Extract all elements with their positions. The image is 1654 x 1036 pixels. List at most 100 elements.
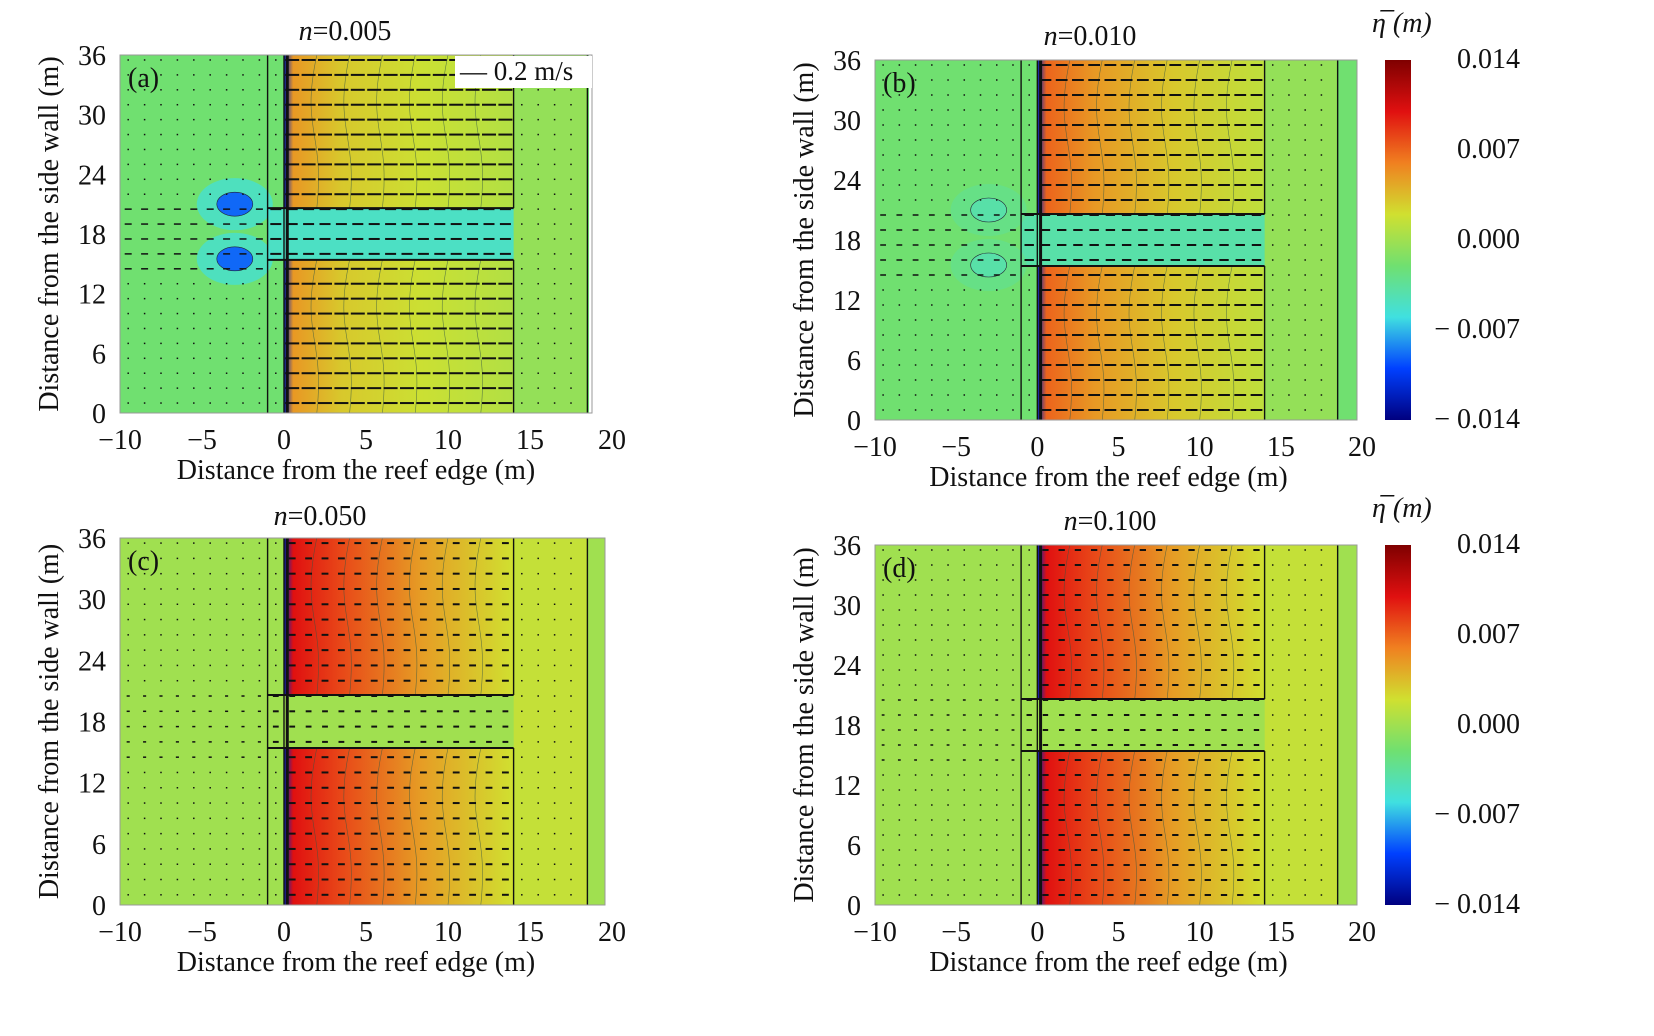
x-tick-label: 20 <box>1348 432 1376 463</box>
contour-line <box>310 55 319 209</box>
y-tick-label: 0 <box>847 891 861 922</box>
plot-frame <box>119 54 593 414</box>
title-value: =0.050 <box>288 501 367 532</box>
contour-line <box>343 55 352 209</box>
x-tick-label: −10 <box>853 917 897 948</box>
colorbar-tick-label: − 0.014 <box>1434 889 1520 920</box>
colorbar-label: η̅ (m) <box>1372 8 1432 39</box>
contour-line <box>310 747 319 905</box>
colorbar-tick-label: 0.014 <box>1457 529 1520 560</box>
plot-frame <box>874 544 1358 906</box>
title-variable: n <box>1064 506 1078 537</box>
colorbar-tick-label: 0.007 <box>1457 619 1520 650</box>
x-tick-label: 20 <box>1348 917 1376 948</box>
panel-label: (a) <box>128 63 159 94</box>
y-tick-label: 18 <box>78 708 106 739</box>
channel-region <box>1021 214 1265 266</box>
y-tick-label: 0 <box>92 891 106 922</box>
panel-label: (d) <box>883 553 916 584</box>
y-tick-label: 12 <box>78 280 106 311</box>
x-tick-label: 5 <box>1112 917 1126 948</box>
colorbar-tick-label: − 0.014 <box>1434 404 1520 435</box>
contour-line <box>1226 750 1235 905</box>
plot-frame <box>119 537 606 906</box>
x-tick-label: 15 <box>1267 432 1295 463</box>
plot-frame <box>874 59 1358 421</box>
x-tick-label: −5 <box>941 917 971 948</box>
y-tick-label: 0 <box>92 399 106 430</box>
contour-line <box>376 538 385 696</box>
colorbar <box>1385 545 1411 905</box>
colorbar-tick-label: 0.000 <box>1457 709 1520 740</box>
y-axis-label: Distance from the side wall (m) <box>34 544 65 899</box>
x-tick-label: −10 <box>853 432 897 463</box>
x-tick-label: 10 <box>434 917 462 948</box>
contour-line <box>441 55 451 209</box>
reef-flat-region <box>1264 545 1338 905</box>
x-tick-label: −5 <box>941 432 971 463</box>
reef-flat-region <box>1264 60 1338 420</box>
contour-line <box>441 747 451 905</box>
y-tick-label: 36 <box>78 41 106 72</box>
channel-region <box>1021 699 1265 751</box>
y-tick-label: 36 <box>833 46 861 77</box>
contour-line <box>1096 60 1105 215</box>
y-tick-label: 18 <box>833 226 861 257</box>
contour-line <box>1226 60 1235 215</box>
panel-c: −10 −5 0 5 10 15 20 0 6 12 18 24 30 36 Distance from t… <box>34 501 626 978</box>
contour-line <box>1063 545 1072 700</box>
x-tick-label: 5 <box>359 425 373 456</box>
upper-lagoon <box>284 538 514 695</box>
contour-line <box>409 538 418 696</box>
x-tick-label: 20 <box>598 425 626 456</box>
y-tick-label: 12 <box>78 769 106 800</box>
contour-line <box>1096 545 1105 700</box>
contour-line <box>1226 545 1235 700</box>
x-tick-label: 10 <box>1186 917 1214 948</box>
colorbar-tick-label: − 0.007 <box>1434 314 1520 345</box>
reef-flat-region <box>513 55 588 413</box>
panel-b: −10 −5 0 5 10 15 20 0 6 12 18 24 30 36 Distance from t… <box>789 8 1520 493</box>
colorbar-tick-label: 0.014 <box>1457 44 1520 75</box>
colorbar-tick-label: 0.007 <box>1457 134 1520 165</box>
x-tick-label: 15 <box>1267 917 1295 948</box>
y-tick-label: 36 <box>78 524 106 555</box>
y-tick-label: 18 <box>78 220 106 251</box>
vortex-core <box>216 191 254 217</box>
x-tick-label: 15 <box>516 917 544 948</box>
y-tick-label: 24 <box>78 646 106 677</box>
x-tick-label: 5 <box>1112 432 1126 463</box>
panel-title: n=0.100 <box>1064 506 1157 537</box>
y-tick-label: 6 <box>847 346 861 377</box>
x-tick-label: 10 <box>1186 432 1214 463</box>
channel-region <box>267 208 514 260</box>
title-value: =0.100 <box>1078 506 1157 537</box>
plot-area <box>875 545 1357 905</box>
upper-lagoon <box>1037 545 1265 699</box>
contour-line <box>1193 60 1202 215</box>
x-tick-label: 5 <box>359 917 373 948</box>
contour-line <box>474 747 483 905</box>
x-tick-label: 0 <box>277 917 291 948</box>
contour-line <box>409 747 418 905</box>
contour-line <box>1161 545 1170 700</box>
contour-line <box>1161 60 1170 215</box>
contour-line <box>1063 750 1072 905</box>
x-axis-label: Distance from the reef edge (m) <box>929 462 1287 493</box>
contour-line <box>343 747 352 905</box>
panel-label: (c) <box>128 546 159 577</box>
contour-line <box>1128 545 1137 700</box>
x-tick-label: −10 <box>98 425 142 456</box>
contour-line <box>474 538 483 696</box>
x-tick-label: 10 <box>434 425 462 456</box>
contour-line <box>310 538 319 696</box>
contour-line <box>1161 750 1170 905</box>
x-tick-label: −10 <box>98 917 142 948</box>
vortex-core <box>970 197 1007 223</box>
contour-line <box>1128 750 1137 905</box>
x-axis-label: Distance from the reef edge (m) <box>177 947 535 978</box>
y-tick-label: 30 <box>833 106 861 137</box>
contour-line <box>376 55 385 209</box>
x-axis-label: Distance from the reef edge (m) <box>177 455 535 486</box>
